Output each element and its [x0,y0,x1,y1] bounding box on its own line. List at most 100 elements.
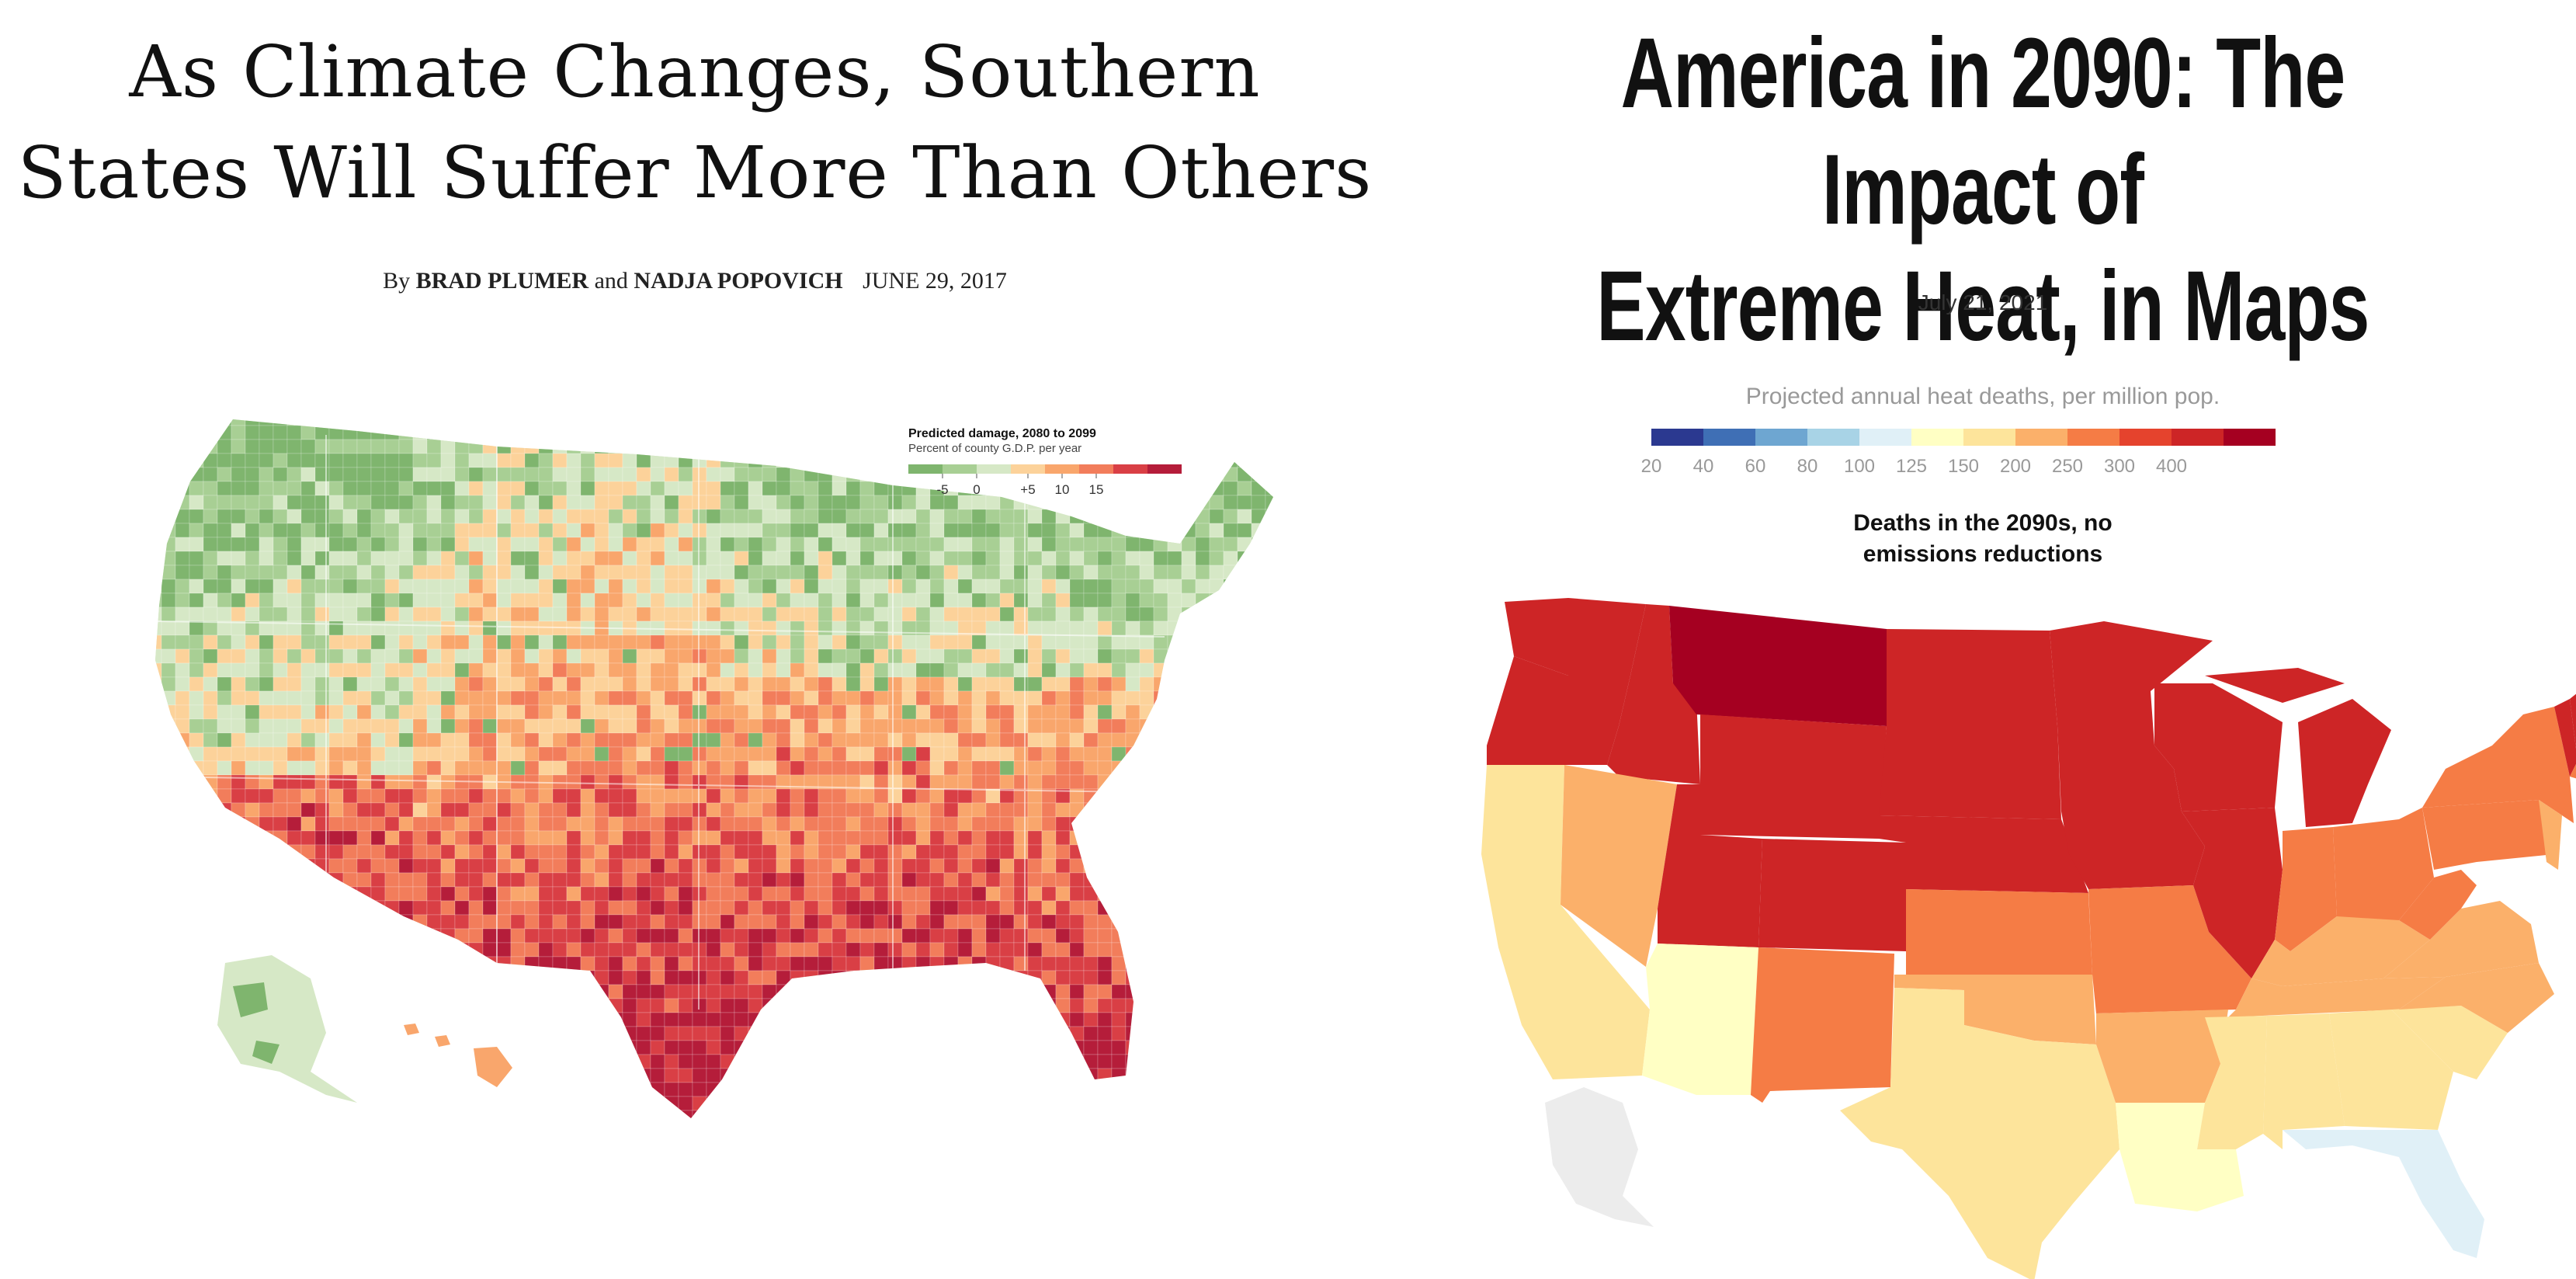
county-cell [1139,606,1154,622]
state-mississippi[interactable] [2197,1016,2267,1149]
county-cell [161,425,176,440]
county-cell [929,1040,945,1055]
state-new-jersey[interactable] [2539,800,2562,870]
state-missouri[interactable] [2088,885,2251,1013]
county-cell [776,495,791,510]
state-arkansas[interactable] [2096,1010,2228,1103]
county-cell [887,858,903,874]
state-colorado[interactable] [1758,839,1906,951]
state-new-york[interactable] [2422,707,2574,823]
state-louisiana[interactable] [2116,1103,2244,1211]
county-cell [748,914,763,930]
state-california[interactable] [1481,765,1650,1079]
state-alaska[interactable] [1545,1087,1654,1227]
county-cell [245,732,260,748]
county-cell [1041,551,1057,566]
state-montana[interactable] [1669,606,1887,726]
county-cell [161,419,176,426]
state-minnesota[interactable] [2050,621,2213,812]
county-cell [1209,537,1224,552]
state-washington[interactable] [1505,598,1646,676]
county-cell [845,858,861,874]
state-south-dakota[interactable] [1879,726,2061,819]
county-cell [1083,648,1099,664]
state-pennsylvania[interactable] [2422,800,2554,870]
state-idaho[interactable] [1607,604,1700,784]
state-alabama[interactable] [2263,1013,2345,1149]
county-cell [943,886,959,902]
county-cell [622,481,637,496]
county-cell [1265,788,1273,804]
state-tennessee[interactable] [2228,977,2446,1017]
county-cell [678,704,693,720]
county-cell [804,830,819,846]
state-kentucky[interactable] [2251,916,2430,986]
state-new-mexico[interactable] [1751,947,1894,1103]
state-south-carolina[interactable] [2391,1006,2508,1079]
author-link-2[interactable]: NADJA POPOVICH [634,268,843,294]
county-cell [1265,1110,1273,1118]
county-cell [1041,760,1057,776]
county-cell [762,816,777,832]
county-cell [943,551,959,566]
county-cell [1125,942,1140,958]
county-cell [155,634,162,650]
county-cell [440,495,456,510]
county-cell [706,467,721,482]
state-nevada[interactable] [1561,765,1677,967]
state-west-virginia[interactable] [2399,870,2477,940]
county-cell [342,1054,358,1069]
county-cell [1069,956,1085,971]
county-cell [790,481,805,496]
state-michigan[interactable] [2205,668,2391,827]
county-cell [608,648,623,664]
county-cell [1265,872,1273,888]
state-texas[interactable] [1840,988,2119,1279]
county-cell [482,648,498,664]
county-cell [650,704,665,720]
county-cell [622,1068,637,1083]
county-cell [1041,858,1057,874]
state-massachusetts[interactable] [2570,761,2576,788]
state-north-dakota[interactable] [1887,629,2057,726]
state-arizona[interactable] [1642,944,1758,1095]
state-north-carolina[interactable] [2399,963,2554,1033]
county-cell [636,606,651,622]
state-florida[interactable] [2283,1130,2484,1258]
county-cell [426,872,442,888]
county-cell [1209,481,1224,496]
county-cell [901,886,917,902]
state-virginia[interactable] [2383,901,2539,978]
state-oregon[interactable] [1487,656,1630,765]
state-illinois[interactable] [2182,808,2283,978]
county-cell [552,551,568,566]
county-cell [1251,593,1266,608]
county-cell [552,439,568,454]
county-cell [706,732,721,748]
state-ohio[interactable] [2333,808,2434,924]
state-utah[interactable] [1658,784,1762,947]
state-wisconsin[interactable] [2154,683,2283,812]
county-cell [538,746,554,762]
county-cell [1097,537,1113,552]
county-cell [776,760,791,776]
county-cell [1111,419,1127,426]
state-kansas[interactable] [1906,889,2092,975]
state-georgia[interactable] [2329,1010,2453,1130]
state-nebraska[interactable] [1879,815,2088,893]
county-cell [831,425,847,440]
county-cell [720,928,735,944]
county-cell [552,1040,568,1055]
county-cell [440,523,456,538]
author-link-1[interactable]: BRAD PLUMER [415,268,589,294]
state-indiana[interactable] [2275,827,2337,951]
state-new-hampshire[interactable] [2570,683,2576,761]
state-vermont[interactable] [2554,699,2576,777]
state-oklahoma[interactable] [1894,975,2096,1044]
state-wyoming[interactable] [1700,714,1887,839]
county-cell [566,1110,582,1118]
county-cell [356,1026,372,1041]
county-cell [175,998,190,1013]
county-cell [1111,579,1127,594]
state-iowa[interactable] [2061,812,2205,889]
